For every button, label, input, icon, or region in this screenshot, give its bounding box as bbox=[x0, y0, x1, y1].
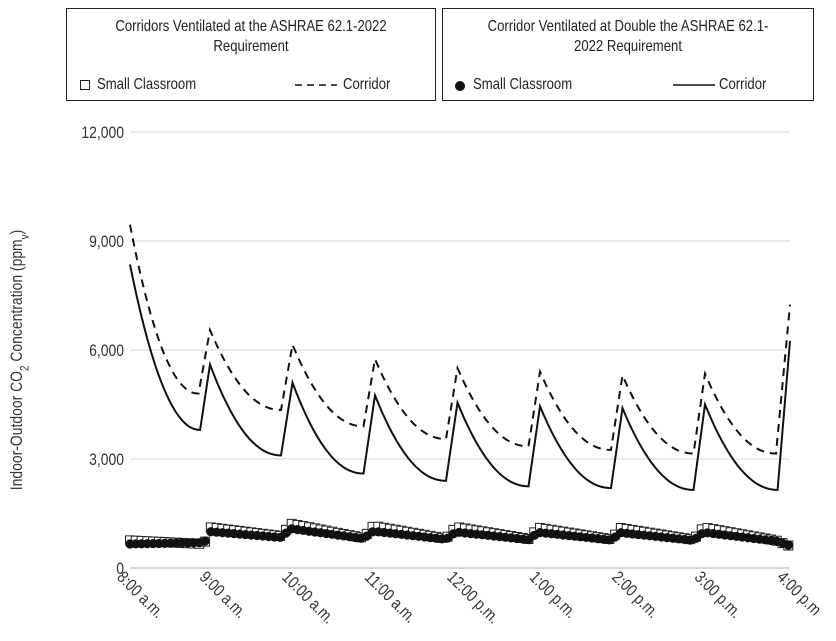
y-axis-label: Indoor-Outdoor CO2 Concentration (ppmv) bbox=[8, 230, 32, 490]
x-tick-label: 3:00 p.m. bbox=[691, 568, 745, 622]
open-square-icon bbox=[80, 80, 90, 90]
y-tick-label: 9,000 bbox=[89, 233, 124, 252]
legend-entry-small-classroom-double: Small Classroom bbox=[473, 76, 573, 93]
x-tick-label: 12:00 p.m. bbox=[443, 568, 503, 628]
x-tick-label: 1:00 p.m. bbox=[526, 568, 580, 622]
y-tick-label: 0 bbox=[116, 560, 124, 579]
series-small-classroom-double bbox=[125, 524, 793, 550]
y-axis-label-part: ) bbox=[8, 230, 27, 235]
x-tick-label: 10:00 a.m. bbox=[278, 568, 338, 628]
x-tick-label: 9:00 a.m. bbox=[196, 568, 250, 622]
series-corridor-double-line bbox=[129, 264, 791, 491]
legend-box-double-requirement: Corridor Ventilated at Double the ASHRAE… bbox=[442, 8, 814, 101]
y-tick-label: 12,000 bbox=[81, 124, 124, 143]
x-tick-label: 8:00 a.m. bbox=[113, 568, 167, 622]
x-tick-label: 2:00 p.m. bbox=[608, 568, 662, 622]
y-axis-label-part: Concentration (ppm bbox=[8, 239, 27, 365]
y-axis-label-part: 2 bbox=[19, 366, 32, 371]
data-point bbox=[200, 536, 210, 546]
solid-line-icon bbox=[673, 84, 715, 86]
y-tick-label: 6,000 bbox=[89, 342, 124, 361]
dashed-line-icon bbox=[295, 84, 337, 86]
legend-entry-small-classroom-ashrae: Small Classroom bbox=[97, 76, 197, 93]
legend-entry-corridor-ashrae: Corridor bbox=[343, 76, 391, 93]
x-tick-label: 11:00 a.m. bbox=[361, 568, 420, 627]
series-corridor-ashrae-line bbox=[129, 224, 791, 455]
legend-title-ashrae-requirement: Corridors Ventilated at the ASHRAE 62.1-… bbox=[115, 18, 387, 55]
filled-circle-icon bbox=[455, 81, 465, 91]
legend-entry-corridor-double: Corridor bbox=[719, 76, 767, 93]
legend-box-ashrae-requirement: Corridors Ventilated at the ASHRAE 62.1-… bbox=[66, 8, 436, 101]
x-tick-label: 4:00 p.m bbox=[773, 568, 824, 619]
data-point bbox=[783, 540, 793, 550]
y-axis-label-part: Indoor-Outdoor CO bbox=[8, 371, 27, 490]
legend-title-double-requirement: Corridor Ventilated at Double the ASHRAE… bbox=[487, 18, 769, 55]
y-axis-label-part: v bbox=[19, 234, 32, 239]
y-tick-label: 3,000 bbox=[89, 451, 124, 470]
